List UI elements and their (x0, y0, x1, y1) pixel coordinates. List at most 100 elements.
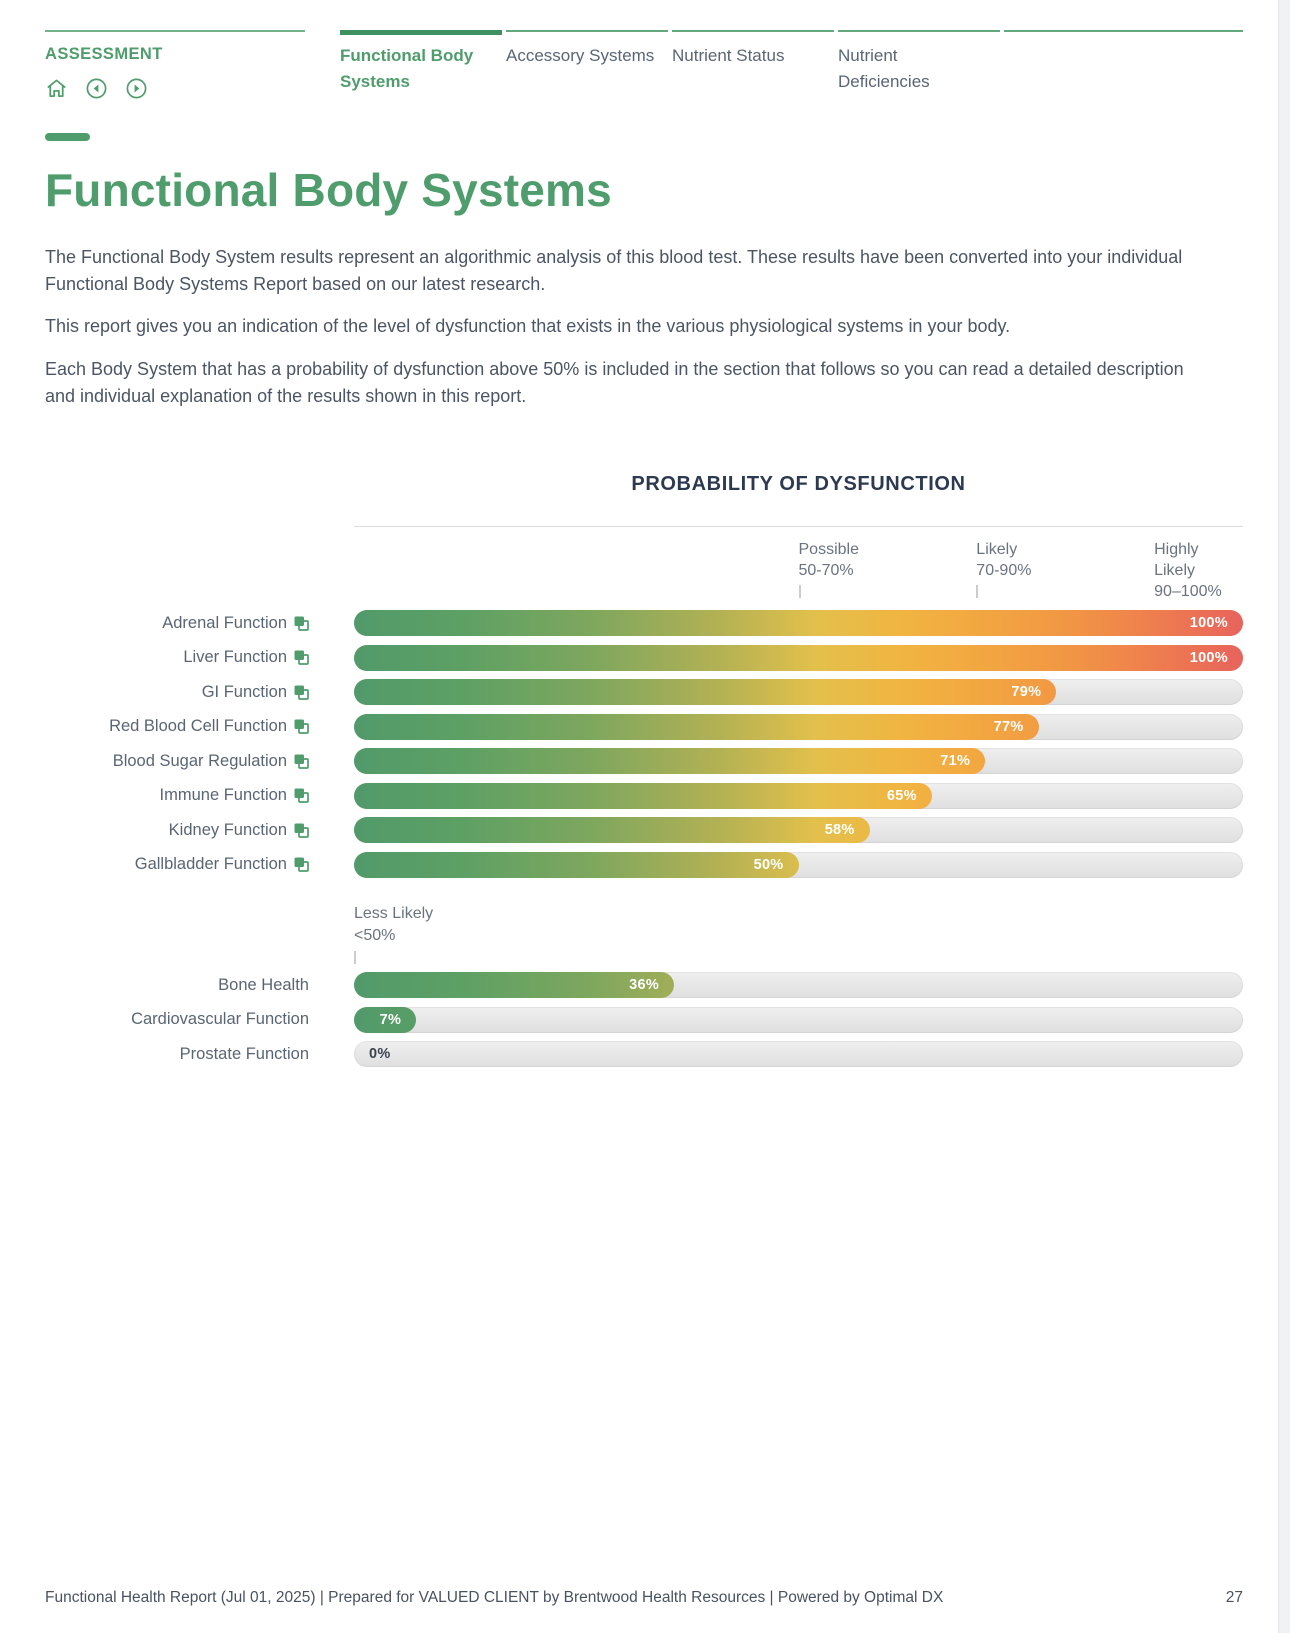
bar-value-label: 77% (993, 718, 1024, 735)
range-marker-label: Highly Likely (1154, 541, 1199, 580)
bar-track: 77% (354, 713, 1243, 740)
range-marker-label: Possible (798, 541, 859, 559)
range-marker-tick (976, 585, 979, 599)
bar-fill: 100% (354, 610, 1243, 637)
report-link-icon[interactable] (294, 616, 309, 631)
bar-fill: 36% (354, 972, 675, 999)
intro-paragraphs: The Functional Body System results repre… (45, 244, 1243, 409)
report-link-icon[interactable] (294, 857, 309, 873)
intro-paragraph: This report gives you an indication of t… (45, 316, 1011, 337)
bar-label: GI Function (201, 682, 287, 701)
chart-row: GI Function 79% (45, 675, 1243, 710)
nav-icons (45, 77, 305, 100)
bar-label: Bone Health (218, 975, 309, 994)
range-header: Possible 50-70% Likely 70-90% Highly Likely 9… (354, 526, 1243, 606)
range-marker: Possible 50-70% (798, 539, 887, 599)
bar-fill: 79% (354, 679, 1057, 706)
bar-track: 0% (354, 1041, 1243, 1068)
bar-label: Gallbladder Function (134, 855, 287, 874)
bar-track: 50% (354, 851, 1243, 878)
bar-label-cell: Cardiovascular Function (45, 1010, 309, 1029)
chart-row: Prostate Function 0% (45, 1037, 1243, 1072)
bar-value-label: 100% (1189, 649, 1228, 666)
bar-label: Liver Function (183, 648, 287, 667)
report-link-icon[interactable] (294, 754, 309, 769)
bar-label-cell: Bone Health (45, 976, 309, 995)
bar-label: Prostate Function (179, 1044, 309, 1063)
bar-label: Cardiovascular Function (131, 1010, 309, 1029)
bar-track: 36% (354, 972, 1243, 999)
chart-group-high: Adrenal Function 100% Liver Function 100% GI… (45, 606, 1243, 882)
chart-row: Blood Sugar Regulation 71% (45, 744, 1243, 779)
tab-nutrient-deficiencies[interactable]: Nutrient Deficiencies (838, 30, 1004, 100)
scrollbar[interactable] (1278, 0, 1290, 1633)
bar-track: 58% (354, 817, 1243, 844)
range-marker: Highly Likely 90–100% (1154, 539, 1242, 602)
range-marker-range: 70-90% (976, 562, 1032, 580)
tabs-filler-rule (1004, 30, 1243, 100)
chart-row: Liver Function 100% (45, 641, 1243, 676)
bar-value-label: 0% (369, 1046, 391, 1063)
chart-row: Red Blood Cell Function 77% (45, 710, 1243, 745)
bar-value-label: 100% (1189, 615, 1228, 632)
tab-nutrient-status[interactable]: Nutrient Status (672, 30, 838, 100)
chart-row: Gallbladder Function 50% (45, 848, 1243, 883)
bar-label-cell: Adrenal Function (45, 614, 309, 633)
bar-label-cell: Immune Function (45, 786, 309, 805)
bar-track: 7% (354, 1006, 1243, 1033)
less-likely-label: Less Likely (354, 905, 434, 923)
page-number: 27 (1225, 1589, 1243, 1606)
bar-value-label: 36% (629, 977, 660, 994)
range-marker-label: Likely (976, 541, 1018, 559)
less-likely-range: <50% (354, 927, 396, 945)
bar-value-label: 71% (940, 753, 971, 770)
range-marker-range: 90–100% (1154, 583, 1222, 601)
prev-page-icon[interactable] (85, 77, 108, 100)
bar-track: 79% (354, 679, 1243, 706)
bar-track: 100% (354, 610, 1243, 637)
report-link-icon[interactable] (294, 685, 309, 700)
bar-label: Immune Function (159, 786, 287, 805)
less-likely-tick (354, 951, 356, 965)
bar-fill: 71% (354, 748, 986, 775)
page-header: ASSESSMENT (45, 0, 1243, 100)
probability-chart: PROBABILITY OF DYSFUNCTION Possible 50-70… (45, 473, 1243, 1072)
bar-value-label: 7% (379, 1011, 402, 1028)
next-page-icon[interactable] (125, 77, 148, 100)
range-marker-tick (798, 585, 801, 599)
chart-row: Adrenal Function 100% (45, 606, 1243, 641)
chart-row: Bone Health 36% (45, 968, 1243, 1003)
bar-label-cell: Liver Function (45, 648, 309, 667)
intro-paragraph: The Functional Body System results repre… (45, 247, 1183, 294)
bar-fill: 100% (354, 644, 1243, 671)
bar-value-label: 58% (824, 822, 855, 839)
report-link-icon[interactable] (294, 719, 309, 735)
range-marker: Likely 70-90% (976, 539, 1064, 599)
section-tabs: Functional Body Systems Accessory System… (340, 30, 1243, 100)
bar-label: Adrenal Function (162, 613, 287, 632)
intro-paragraph: Each Body System that has a probability … (45, 358, 1184, 406)
report-link-icon[interactable] (294, 788, 309, 804)
bar-label-cell: GI Function (45, 683, 309, 702)
tab-accessory-systems[interactable]: Accessory Systems (506, 30, 672, 100)
bar-value-label: 65% (886, 787, 917, 804)
chart-row: Immune Function 65% (45, 779, 1243, 814)
bar-label: Kidney Function (168, 820, 287, 839)
assessment-rule (45, 30, 305, 32)
bar-fill: 77% (354, 713, 1039, 740)
bar-value-label: 79% (1011, 684, 1042, 701)
tab-functional-body-systems[interactable]: Functional Body Systems (340, 30, 506, 100)
chart-title: PROBABILITY OF DYSFUNCTION (631, 473, 966, 496)
report-link-icon[interactable] (294, 650, 309, 666)
chart-row: Kidney Function 58% (45, 813, 1243, 848)
bar-label: Blood Sugar Regulation (112, 751, 287, 770)
assessment-block: ASSESSMENT (45, 30, 305, 100)
home-icon[interactable] (45, 77, 68, 100)
report-page: ASSESSMENT (45, 0, 1243, 1072)
bar-value-label: 50% (753, 856, 784, 873)
bar-label: Red Blood Cell Function (109, 717, 287, 736)
report-link-icon[interactable] (294, 823, 309, 838)
bar-fill: 50% (354, 851, 799, 878)
page-title: Functional Body Systems (45, 164, 612, 216)
chart-group-low: Bone Health 36% Cardiovascular Function 7% P… (45, 968, 1243, 1072)
